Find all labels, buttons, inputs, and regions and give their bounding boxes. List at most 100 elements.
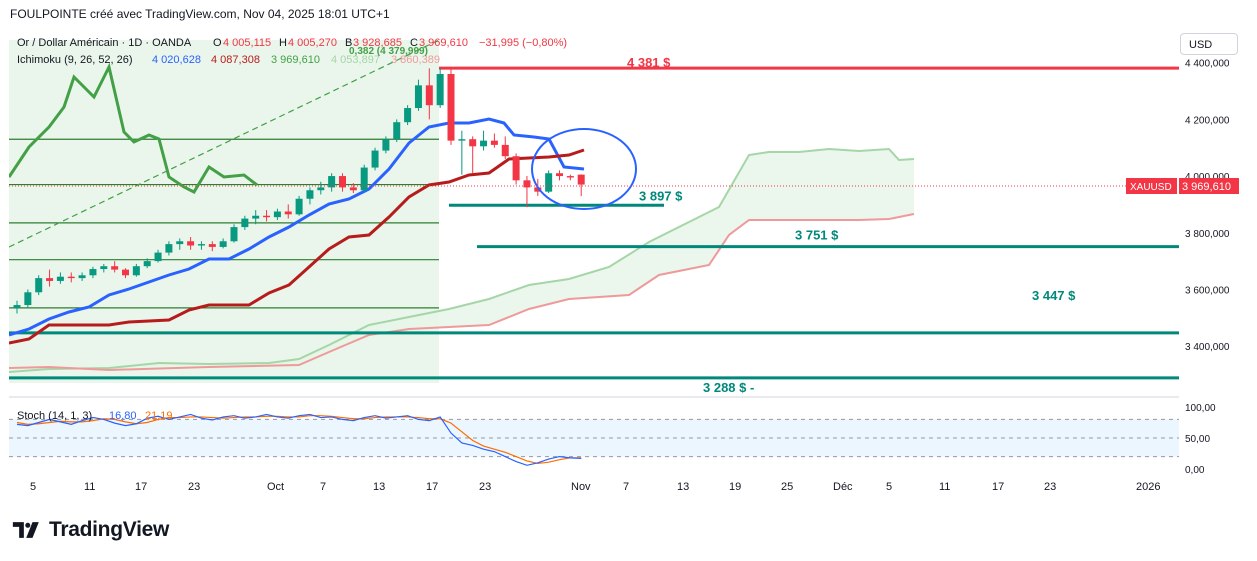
x-tick-label: Déc	[833, 481, 853, 493]
time-axis: 5 11 17 23 Oct 7 13 17 23 Nov 7 13 19 25 Déc 5 11 17 23 202…	[30, 481, 1160, 493]
y-tick-label: 4 200,000	[1185, 115, 1230, 126]
candle-body	[143, 261, 151, 267]
candle-body	[219, 241, 227, 247]
legend-close: 3 969,610	[419, 37, 468, 49]
candle-body	[241, 218, 249, 228]
candle-body	[154, 252, 162, 262]
currency-button[interactable]: USD	[1180, 33, 1238, 55]
tradingview-logo-icon	[12, 522, 39, 538]
price-axis: 4 400,000 4 200,000 4 000,000 3 800,000 3 60…	[1185, 59, 1230, 353]
candle-body	[187, 241, 195, 246]
x-tick-label: 5	[886, 481, 892, 493]
candle-body	[360, 167, 368, 191]
y-tick-label: 3 400,000	[1185, 342, 1230, 353]
x-tick-label: 7	[623, 481, 629, 493]
candle-body	[577, 174, 585, 185]
chart-caption: FOULPOINTE créé avec TradingView.com, No…	[10, 7, 390, 21]
legend-change: −31,995 (−0,80%)	[479, 37, 567, 49]
legend-ichimoku-v3: 3 969,610	[271, 54, 320, 66]
candle-body	[273, 211, 281, 218]
price-tag-value-box	[1179, 178, 1239, 194]
x-tick-label: 13	[677, 481, 689, 493]
chikou-span	[7, 62, 258, 194]
candle-body	[56, 276, 64, 281]
legend: Or / Dollar Américain · 1D · OANDA O 4 0…	[17, 37, 567, 422]
level-label: 3 288 $ -	[703, 380, 754, 395]
legend-stoch-d: 21,19	[145, 410, 173, 422]
candle-body	[425, 85, 433, 106]
level-label: 3 447 $	[1032, 288, 1076, 303]
x-tick-label: 17	[992, 481, 1004, 493]
stoch-pane: 100,00 50,00 0,00	[9, 403, 1216, 476]
candle-body	[556, 173, 563, 177]
candle-body	[100, 266, 108, 270]
candle-body	[306, 190, 314, 199]
stoch-tick-label: 0,00	[1185, 465, 1205, 476]
legend-ichimoku-v4: 4 053,897	[331, 54, 380, 66]
candle-body	[46, 278, 54, 281]
stoch-k-line	[16, 413, 582, 466]
candle-body	[176, 241, 184, 245]
key-levels: 4 381 $ 3 897 $ 3 751 $ 3 447 $ 3 288 $ -	[9, 55, 1179, 395]
tradingview-logo-text: TradingView	[49, 518, 170, 541]
x-tick-label: 25	[781, 481, 793, 493]
x-tick-label: 17	[426, 481, 438, 493]
legend-close-label: C	[410, 37, 418, 49]
legend-open: 4 005,115	[223, 37, 271, 49]
x-tick-label: 23	[479, 481, 491, 493]
candle-body	[24, 292, 32, 306]
candle-body	[328, 176, 336, 188]
candle-body	[35, 278, 43, 293]
candle-body	[534, 187, 542, 192]
legend-ichimoku-v5: 3 860,389	[391, 54, 440, 66]
legend-high: 4 005,270	[288, 37, 337, 49]
candle-body	[393, 122, 401, 140]
legend-symbol: Or / Dollar Américain · 1D · OANDA	[17, 37, 192, 49]
y-tick-label: 4 400,000	[1185, 59, 1230, 70]
y-tick-label: 4 000,000	[1185, 172, 1230, 183]
candle-body	[230, 227, 238, 242]
candle-body	[122, 269, 129, 276]
kijun-sen	[8, 148, 585, 345]
candle-body	[490, 140, 498, 145]
legend-stoch-k: 16,80	[109, 410, 137, 422]
candle-body	[545, 173, 553, 192]
candle-body	[67, 276, 75, 279]
tenkan-sen	[8, 117, 585, 337]
stoch-d-line	[16, 415, 582, 465]
senkou-span-a	[8, 147, 915, 373]
candle-body	[252, 215, 260, 219]
x-tick-label: Nov	[571, 481, 591, 493]
candles	[13, 67, 585, 314]
chart-canvas[interactable]: 4 381 $ 3 897 $ 3 751 $ 3 447 $ 3 288 $ - 4 …	[7, 27, 1244, 497]
candle-body	[447, 74, 455, 141]
candle-body	[13, 305, 21, 308]
ichimoku-cloud	[8, 147, 915, 373]
candle-body	[165, 244, 173, 253]
legend-high-label: H	[279, 37, 287, 49]
candle-body	[523, 180, 531, 188]
y-tick-label: 3 600,000	[1185, 285, 1230, 296]
x-tick-label: 7	[320, 481, 326, 493]
x-tick-label: 13	[373, 481, 385, 493]
x-tick-label: 17	[135, 481, 147, 493]
legend-low-label: B	[345, 37, 352, 49]
candle-body	[111, 266, 119, 270]
x-tick-label: 2026	[1136, 481, 1160, 493]
candle-body	[263, 215, 271, 218]
candle-body	[458, 139, 466, 141]
x-tick-label: 23	[188, 481, 200, 493]
x-tick-label: Oct	[267, 481, 284, 493]
y-tick-label: 3 800,000	[1185, 229, 1230, 240]
candle-body	[197, 244, 205, 246]
candle-body	[566, 176, 574, 178]
senkou-span-b	[8, 213, 915, 372]
candle-body	[501, 144, 509, 157]
candle-body	[339, 176, 346, 188]
candle-body	[480, 140, 488, 147]
x-tick-label: 23	[1044, 481, 1056, 493]
stoch-tick-label: 50,00	[1185, 434, 1210, 445]
candle-body	[132, 266, 140, 276]
candle-body	[208, 244, 216, 247]
fib-overlap-label: 0,382 (4 379,999)	[349, 46, 428, 57]
